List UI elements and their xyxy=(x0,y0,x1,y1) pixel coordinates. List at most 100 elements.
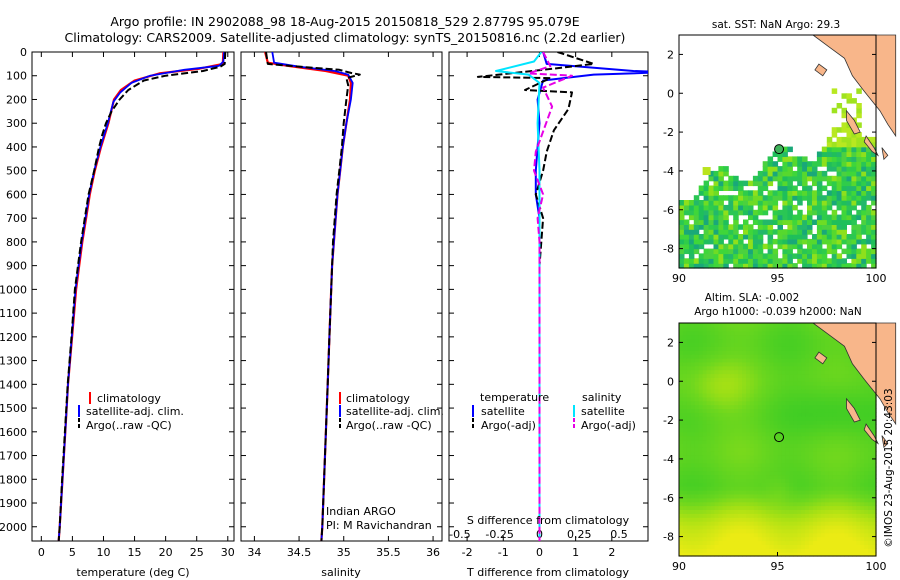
sla-cell xyxy=(805,524,810,530)
sla-cell xyxy=(848,470,853,476)
sla-cell xyxy=(856,501,861,507)
sla-cell xyxy=(824,482,830,487)
x-tick-label: 0 xyxy=(38,546,45,559)
sla-cell xyxy=(714,544,719,549)
series-line-argo-raw-qc- xyxy=(265,52,361,541)
sla-cell xyxy=(856,552,861,557)
sla-cell xyxy=(682,552,688,557)
sst-cell xyxy=(836,151,843,157)
sst-cell xyxy=(683,209,690,216)
sla-cell xyxy=(679,373,684,378)
sst-cell xyxy=(861,229,867,235)
sla-cell xyxy=(738,404,743,409)
sla-cell xyxy=(793,416,798,421)
sla-cell xyxy=(730,536,735,542)
sla-cell xyxy=(682,365,688,371)
sst-cell xyxy=(693,248,700,255)
sla-cell xyxy=(714,521,719,526)
sla-cell xyxy=(714,466,719,472)
sla-cell xyxy=(749,431,755,437)
sla-cell xyxy=(816,334,822,340)
sla-cell xyxy=(734,416,739,421)
sst-cell xyxy=(792,195,798,201)
sla-cell xyxy=(765,342,771,347)
sla-cell xyxy=(860,517,865,522)
sla-cell xyxy=(864,412,869,417)
sla-cell xyxy=(832,536,838,542)
sla-cell xyxy=(742,420,747,425)
sla-cell xyxy=(702,342,708,347)
sla-cell xyxy=(679,505,684,510)
sla-cell xyxy=(742,338,747,343)
sla-cell xyxy=(730,385,735,390)
sst-cell xyxy=(762,200,769,206)
sst-cell xyxy=(812,175,818,182)
sla-cell xyxy=(753,392,759,398)
sst-cell xyxy=(846,209,852,216)
sla-cell xyxy=(840,400,845,406)
sst-cell xyxy=(797,253,803,259)
sla-cell xyxy=(734,412,739,417)
sla-cell xyxy=(753,427,759,433)
sla-cell xyxy=(840,478,845,483)
sla-cell xyxy=(765,330,771,336)
sst-cell xyxy=(831,141,838,148)
sla-cell xyxy=(789,470,794,476)
sla-cell xyxy=(872,528,877,534)
sla-cell xyxy=(785,470,790,476)
sla-cell xyxy=(769,509,775,514)
sla-cell xyxy=(840,389,845,394)
sla-cell xyxy=(773,513,779,518)
sla-cell xyxy=(757,482,763,487)
sla-cell xyxy=(832,357,838,363)
sla-cell xyxy=(816,439,822,444)
sst-cell xyxy=(871,209,877,216)
sla-cell xyxy=(781,524,786,530)
sla-cell xyxy=(753,490,759,495)
sst-cell xyxy=(767,200,774,206)
sla-cell xyxy=(773,458,779,464)
sla-cell xyxy=(698,389,704,394)
legend-temp-satellite-label: satellite xyxy=(481,405,525,418)
sla-cell xyxy=(852,455,857,460)
sst-cell xyxy=(846,185,852,191)
sst-cell xyxy=(826,214,833,221)
sla-cell xyxy=(679,443,684,448)
sst-cell xyxy=(748,190,754,196)
sla-cell xyxy=(746,389,751,394)
sla-cell xyxy=(809,435,814,441)
sst-cell xyxy=(807,219,813,225)
sla-cell xyxy=(813,342,818,347)
sst-cell xyxy=(812,161,818,167)
sla-cell xyxy=(828,532,834,538)
sla-cell xyxy=(856,443,861,448)
sst-cell xyxy=(767,204,774,211)
sst-cell xyxy=(679,238,685,245)
sla-cell xyxy=(805,501,810,507)
sla-cell xyxy=(682,528,688,534)
sla-cell xyxy=(730,357,735,363)
sla-cell xyxy=(872,521,877,526)
sla-cell xyxy=(753,462,759,468)
sst-cell xyxy=(713,200,719,206)
sla-cell xyxy=(813,462,818,468)
sla-cell xyxy=(824,439,830,444)
sst-cell xyxy=(856,136,862,143)
sla-cell xyxy=(746,342,751,347)
sla-cell xyxy=(789,505,794,510)
sla-cell xyxy=(777,350,782,355)
sst-cell xyxy=(683,263,690,269)
sla-cell xyxy=(734,455,739,460)
sla-cell xyxy=(852,493,857,499)
sla-cell xyxy=(813,451,818,456)
sla-cell xyxy=(738,509,743,514)
sla-cell xyxy=(801,369,806,375)
sla-cell xyxy=(738,513,743,518)
sla-cell xyxy=(730,501,735,507)
sst-cell xyxy=(723,253,729,259)
sla-cell xyxy=(828,412,834,417)
sla-cell xyxy=(789,342,794,347)
sst-cell xyxy=(762,180,769,187)
sst-cell xyxy=(826,180,833,187)
sla-cell xyxy=(785,482,790,487)
